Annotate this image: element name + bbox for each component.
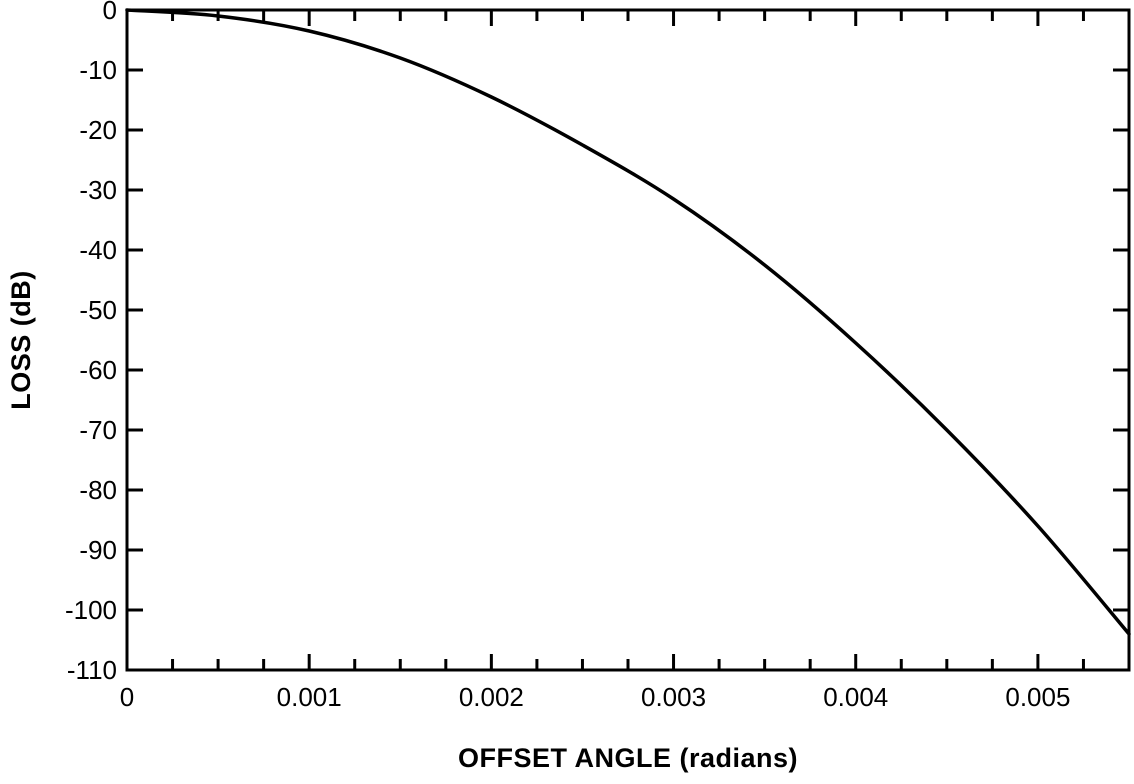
x-tick-label: 0.004 bbox=[823, 682, 888, 712]
y-axis-tick-labels: 0 -10 -20 -30 -40 -50 -60 -70 -80 -90 -100 -110 bbox=[65, 0, 117, 685]
y-axis-ticks bbox=[127, 8, 1129, 672]
loss-curve bbox=[125, 8, 1131, 636]
y-tick-label: -100 bbox=[65, 595, 117, 625]
y-tick-label: 0 bbox=[103, 0, 117, 25]
y-tick-label: -110 bbox=[67, 655, 117, 685]
y-tick-label: -80 bbox=[79, 475, 117, 505]
x-axis-title: OFFSET ANGLE (radians) bbox=[458, 743, 798, 773]
y-tick-label: -50 bbox=[79, 295, 117, 325]
y-tick-label: -60 bbox=[79, 355, 117, 385]
y-tick-label: -90 bbox=[79, 535, 117, 565]
x-tick-label: 0.002 bbox=[459, 682, 524, 712]
y-tick-label: -10 bbox=[79, 55, 117, 85]
x-tick-label: 0 bbox=[120, 682, 134, 712]
plot-frame bbox=[125, 8, 1131, 672]
y-tick-label: -40 bbox=[79, 235, 117, 265]
x-axis-ticks bbox=[125, 10, 1131, 670]
y-axis-title: LOSS (dB) bbox=[6, 270, 36, 410]
x-tick-label: 0.005 bbox=[1005, 682, 1070, 712]
x-axis-tick-labels: 0 0.001 0.002 0.003 0.004 0.005 bbox=[120, 682, 1071, 712]
x-tick-label: 0.003 bbox=[641, 682, 706, 712]
y-tick-label: -30 bbox=[79, 175, 117, 205]
x-tick-label: 0.001 bbox=[277, 682, 342, 712]
y-tick-label: -20 bbox=[79, 115, 117, 145]
y-tick-label: -70 bbox=[79, 415, 117, 445]
